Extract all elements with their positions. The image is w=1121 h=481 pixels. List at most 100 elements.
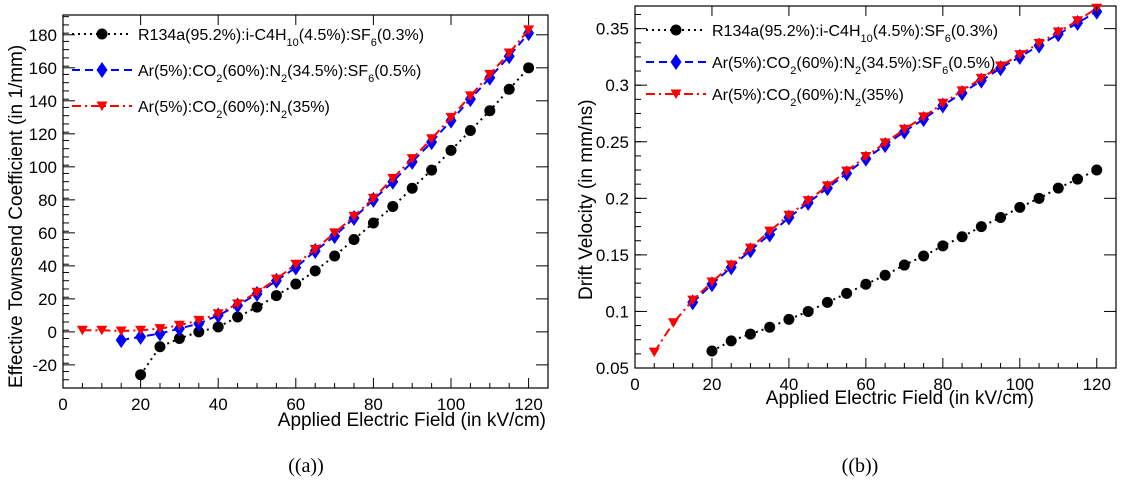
series-layer-b (648, 3, 1103, 358)
panel-a: 0 20 40 60 80 100 120 -20 0 20 40 60 80 100 120 140 160 1… (6, 14, 549, 477)
data-point (523, 25, 535, 35)
y-axis-title-a: Effective Townsend Coefficient (in 1/mm) (6, 45, 27, 388)
data-point (464, 91, 476, 101)
data-point (503, 48, 515, 58)
data-point (706, 277, 718, 288)
x-tick-label: 60 (856, 375, 875, 394)
data-point (387, 173, 399, 184)
data-point (154, 341, 166, 353)
data-point (270, 274, 282, 285)
data-point (995, 212, 1007, 224)
legend-marker (96, 28, 108, 40)
data-point (484, 69, 496, 80)
data-point (135, 328, 147, 345)
data-point (329, 228, 341, 238)
data-point (173, 320, 185, 331)
legend-label: R134a(95.2%):i-C4H10(4.5%):SF6(0.3%) (712, 23, 998, 45)
data-point (918, 112, 930, 122)
data-point (232, 311, 244, 323)
plot-frame-a (62, 14, 549, 389)
data-point (270, 290, 282, 302)
legend-label: Ar(5%):CO2(60%):N2(35%) (138, 99, 330, 121)
data-point (426, 134, 438, 144)
tick-layer-b: 0 20 40 60 80 100 120 0.05 0.1 0.15 0.2 0.25 0.3 0.35 (596, 6, 1117, 394)
data-point (975, 221, 987, 233)
data-point (821, 181, 833, 191)
data-point (193, 326, 205, 338)
data-point (445, 112, 457, 123)
y-tick-label: 140 (29, 92, 57, 111)
data-point (898, 259, 910, 271)
legend-marker (670, 54, 682, 70)
x-tick-label: 100 (1006, 375, 1034, 394)
legend-marker (96, 62, 108, 78)
data-point (1014, 50, 1026, 60)
data-point (309, 244, 321, 255)
data-point (1072, 16, 1084, 26)
y-tick-label: 80 (38, 191, 57, 210)
data-point (898, 124, 910, 135)
caption-b: ((b)) (842, 455, 879, 477)
data-point (744, 328, 756, 340)
y-tick-label: 160 (29, 59, 57, 78)
data-point (290, 278, 302, 290)
data-point (744, 243, 756, 254)
data-point (387, 200, 399, 212)
series-line (121, 32, 530, 342)
data-point (309, 265, 321, 277)
y-tick-label: 0.2 (605, 189, 629, 208)
x-tick-label: 20 (131, 395, 150, 414)
y-tick-label: 40 (38, 257, 57, 276)
data-point (802, 196, 814, 206)
data-point (667, 318, 679, 328)
x-tick-label: 120 (514, 395, 542, 414)
data-point (173, 332, 185, 344)
data-point (212, 321, 224, 333)
data-point (76, 325, 88, 336)
data-point (523, 62, 535, 74)
x-tick-label: 60 (286, 395, 305, 414)
data-point (406, 154, 418, 164)
data-point (484, 105, 496, 117)
data-point (802, 305, 814, 317)
legend-a: R134a(95.2%):i-C4H10(4.5%):SF6(0.3%) Ar(5… (72, 27, 424, 121)
series-layer-a (76, 25, 535, 381)
x-tick-label: 80 (933, 375, 952, 394)
tick-layer-a: 0 20 40 60 80 100 120 -20 0 20 40 60 80 100 120 140 160 1… (29, 15, 549, 414)
y-tick-label: 0.25 (596, 133, 629, 152)
y-tick-label: 20 (38, 290, 57, 309)
y-tick-label: 0.3 (605, 76, 629, 95)
data-point (860, 278, 872, 290)
series-line (692, 10, 1098, 304)
x-tick-label: 100 (437, 395, 465, 414)
data-point (348, 233, 360, 245)
data-point (956, 231, 968, 243)
data-point (1014, 201, 1026, 213)
data-point (193, 315, 205, 326)
panel-b: 0 20 40 60 80 100 120 0.05 0.1 0.15 0.2 0.25 0.3 0.35… (576, 3, 1117, 477)
y-tick-label: 60 (38, 224, 57, 243)
y-tick-label: 0 (48, 323, 57, 342)
y-tick-label: 0.15 (596, 246, 629, 265)
data-point (135, 325, 147, 336)
data-point (367, 217, 379, 229)
data-point (503, 83, 515, 95)
data-point (426, 164, 438, 176)
data-point (879, 269, 891, 281)
legend-marker (670, 89, 682, 99)
series-line (139, 67, 530, 376)
data-point (135, 369, 147, 381)
data-point (348, 211, 360, 222)
data-point (821, 296, 833, 308)
data-point (995, 61, 1007, 71)
data-point (115, 332, 127, 349)
x-axis-title-b: Applied Electric Field (in kV/cm) (766, 388, 1034, 409)
data-point (783, 313, 795, 325)
legend-label: R134a(95.2%):i-C4H10(4.5%):SF6(0.3%) (138, 27, 424, 49)
x-tick-label: 20 (702, 375, 721, 394)
data-point (445, 144, 457, 156)
legend-marker (96, 101, 108, 111)
data-point (937, 240, 949, 252)
